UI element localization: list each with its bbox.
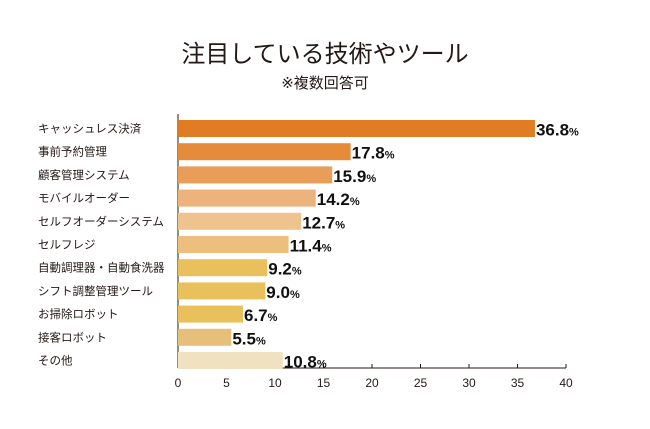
x-tick-label: 5 [223,376,230,390]
data-label: 5.5% [232,329,266,348]
data-label-unit: % [268,312,278,324]
data-label-unit: % [292,266,302,278]
chart-title: 注目している技術やツール [181,40,469,68]
data-label: 9.0% [266,283,300,302]
category-label: 顧客管理システム [38,168,130,182]
category-label: シフト調整管理ツール [38,284,153,298]
category-label: お掃除ロボット [38,307,119,321]
bar [178,212,302,230]
data-label-unit: % [366,173,376,185]
category-label: キャッシュレス決済 [38,122,142,136]
data-label-value: 9.0 [266,283,290,302]
bar [178,305,243,323]
data-label-unit: % [569,127,579,139]
data-label: 12.7% [302,213,345,232]
data-label-unit: % [385,150,395,162]
x-tick-label: 15 [317,376,331,390]
data-label-unit: % [317,359,327,371]
x-tick-label: 35 [511,376,525,390]
data-label: 10.8% [284,353,327,372]
bar [178,143,351,161]
x-tick-label: 30 [462,376,476,390]
data-label-value: 17.8 [352,144,385,163]
data-label: 6.7% [244,306,278,325]
data-label-unit: % [290,289,300,301]
data-label-value: 10.8 [284,353,317,372]
data-label: 14.2% [317,190,360,209]
x-tick-label: 25 [414,376,428,390]
data-label: 36.8% [536,121,579,140]
data-label-value: 15.9 [333,167,366,186]
x-tick-label: 20 [365,376,379,390]
bar [178,352,283,369]
chart-subtitle: ※複数回答可 [281,74,369,92]
bar [178,236,289,253]
data-label-value: 14.2 [317,190,350,209]
x-tick-label: 10 [268,376,282,390]
data-label-unit: % [350,196,360,208]
data-label-value: 12.7 [302,213,335,232]
category-label: セルフオーダーシステム [38,214,164,228]
bar [178,259,268,277]
data-label-value: 9.2 [268,260,292,279]
bar [178,189,316,207]
data-label-unit: % [256,335,266,347]
data-label-value: 11.4 [290,237,323,256]
data-label: 9.2% [268,260,302,279]
bar [178,120,535,137]
data-label-value: 5.5 [232,329,256,348]
category-label: セルフレジ [38,238,96,252]
category-label: 自動調理器・自動食洗器 [38,261,165,275]
x-tick-label: 0 [175,376,182,390]
bar [178,328,232,346]
bar [178,166,333,184]
category-label: 事前予約管理 [38,145,107,159]
category-label: その他 [38,354,73,368]
data-label-value: 36.8 [536,121,569,140]
data-label: 15.9% [333,167,376,186]
x-tick-label: 40 [559,376,573,390]
data-label: 11.4% [290,237,332,256]
category-label: モバイルオーダー [38,191,130,205]
data-label: 17.8% [352,144,395,163]
data-label-unit: % [322,243,332,255]
category-label: 接客ロボット [38,330,107,344]
data-label-unit: % [335,219,345,231]
data-label-value: 6.7 [244,306,268,325]
bar [178,282,266,300]
